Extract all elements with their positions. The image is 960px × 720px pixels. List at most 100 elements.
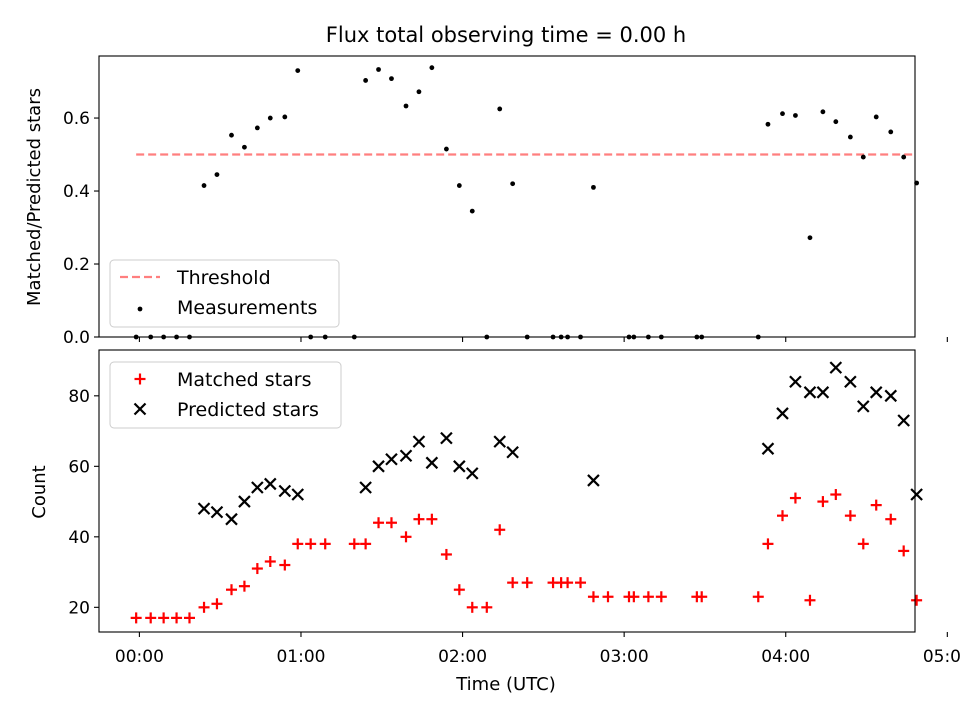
predicted-stars-point-15 bbox=[453, 460, 466, 473]
matched-stars-point-20 bbox=[413, 513, 425, 525]
matched-stars-point-27 bbox=[507, 577, 519, 589]
predicted-stars-point-28 bbox=[869, 386, 883, 399]
matched-stars-point-6 bbox=[211, 598, 223, 610]
measurements-point-8 bbox=[242, 144, 247, 150]
predicted-stars-point-13 bbox=[425, 456, 439, 470]
measurements-point-18 bbox=[389, 76, 394, 82]
matched-stars-point-49 bbox=[857, 538, 869, 550]
matched-stars-point-16 bbox=[360, 538, 372, 550]
y-tick-label-2: 60 bbox=[68, 457, 90, 477]
matched-stars-point-17 bbox=[373, 517, 385, 529]
y-tick-label-3: 0.6 bbox=[63, 109, 90, 129]
matched-stars-point-51 bbox=[885, 513, 897, 525]
matched-stars-point-37 bbox=[642, 591, 654, 603]
y-tick-label-0: 0.0 bbox=[63, 328, 90, 348]
measurements-point-48 bbox=[860, 154, 866, 160]
predicted-stars-point-14 bbox=[440, 431, 453, 445]
matched-stars-point-42 bbox=[762, 538, 774, 550]
y-tick-label-3: 80 bbox=[68, 387, 90, 407]
measurements-point-42 bbox=[780, 111, 785, 117]
predicted-stars-point-9 bbox=[372, 460, 385, 473]
bottom-panel: Count Time (UTC) 20 40 60 80 00:00 01:00 02:00… bbox=[29, 349, 960, 695]
predicted-stars-point-12 bbox=[412, 435, 426, 448]
measurements-point-10 bbox=[267, 115, 273, 121]
predicted-stars-point-11 bbox=[399, 449, 413, 463]
measurements-point-26 bbox=[497, 106, 503, 112]
matched-stars-point-10 bbox=[264, 556, 276, 567]
predicted-stars-point-30 bbox=[897, 414, 910, 427]
matched-stars-point-2 bbox=[158, 612, 170, 624]
bottom-panel-marks bbox=[130, 361, 923, 624]
x-tick-label-5: 05:00 bbox=[923, 647, 960, 667]
bottom-panel-legend: Matched stars Predicted stars bbox=[109, 361, 342, 429]
matched-stars-point-44 bbox=[789, 492, 801, 504]
bottom-panel-ylabel: Count bbox=[29, 465, 50, 518]
matched-stars-point-4 bbox=[183, 612, 195, 624]
measurements-point-9 bbox=[254, 125, 260, 131]
measurements-point-22 bbox=[444, 146, 449, 152]
x-tick-label-1: 01:00 bbox=[276, 647, 325, 667]
matched-stars-point-19 bbox=[400, 531, 412, 543]
legend-handle-measurements bbox=[137, 306, 143, 312]
bottom-panel-xlabel: Time (UTC) bbox=[455, 674, 556, 695]
predicted-stars-point-0 bbox=[197, 502, 211, 515]
measurements-point-20 bbox=[416, 89, 422, 95]
matched-stars-point-50 bbox=[870, 499, 882, 511]
measurements-point-24 bbox=[469, 208, 475, 214]
predicted-stars-point-7 bbox=[291, 488, 305, 501]
matched-stars-point-25 bbox=[481, 601, 493, 613]
measurements-point-43 bbox=[793, 113, 798, 118]
matched-stars-point-36 bbox=[628, 591, 640, 603]
measurements-point-7 bbox=[229, 132, 234, 138]
top-panel-axes: 0.0 0.2 0.4 0.6 bbox=[63, 55, 948, 348]
predicted-stars-point-16 bbox=[465, 467, 479, 480]
predicted-stars-point-17 bbox=[493, 435, 507, 448]
y-tick-label-0: 20 bbox=[68, 598, 90, 618]
measurements-point-16 bbox=[363, 78, 369, 83]
matched-stars-point-11 bbox=[279, 559, 291, 571]
measurements-point-41 bbox=[765, 121, 771, 127]
matched-stars-point-23 bbox=[453, 584, 465, 596]
matched-stars-point-18 bbox=[385, 517, 397, 529]
y-tick-label-1: 40 bbox=[68, 528, 90, 548]
predicted-stars-point-22 bbox=[789, 375, 802, 389]
matched-stars-point-28 bbox=[521, 577, 533, 589]
predicted-stars-point-6 bbox=[278, 484, 292, 498]
matched-stars-point-46 bbox=[817, 496, 829, 508]
measurements-point-17 bbox=[376, 67, 381, 72]
measurements-point-21 bbox=[429, 65, 435, 71]
measurements-point-12 bbox=[295, 68, 301, 73]
measurements-point-45 bbox=[820, 109, 826, 115]
predicted-stars-point-2 bbox=[225, 512, 238, 526]
predicted-stars-point-23 bbox=[803, 386, 817, 399]
predicted-stars-point-26 bbox=[844, 375, 857, 389]
measurements-point-23 bbox=[456, 183, 462, 188]
predicted-stars-point-31 bbox=[910, 488, 923, 501]
legend-handle-matched-stars bbox=[134, 373, 146, 385]
legend-box bbox=[109, 361, 342, 429]
x-tick-label-3: 03:00 bbox=[600, 647, 649, 667]
bottom-panel-axes: 20 40 60 80 00:00 01:00 02:00 03:00 04:00 05:00 bbox=[68, 349, 960, 667]
measurements-point-47 bbox=[847, 134, 853, 140]
legend-handle-predicted-stars bbox=[133, 402, 147, 416]
measurements-point-50 bbox=[888, 129, 894, 135]
measurements-point-51 bbox=[901, 154, 907, 160]
predicted-stars-point-5 bbox=[264, 477, 277, 491]
predicted-stars-point-24 bbox=[816, 386, 830, 399]
matched-stars-point-24 bbox=[466, 601, 478, 613]
predicted-stars-point-18 bbox=[506, 445, 519, 459]
legend-label-threshold: Threshold bbox=[176, 267, 271, 289]
measurements-point-46 bbox=[833, 119, 839, 125]
predicted-stars-point-8 bbox=[359, 481, 372, 494]
matched-stars-point-7 bbox=[225, 584, 237, 596]
top-panel-ylabel: Matched/Predicted stars bbox=[24, 88, 45, 306]
predicted-stars-point-10 bbox=[385, 452, 398, 466]
matched-stars-point-12 bbox=[292, 538, 304, 550]
measurements-point-5 bbox=[201, 183, 207, 188]
matched-stars-point-48 bbox=[844, 510, 856, 522]
measurements-point-19 bbox=[403, 103, 409, 109]
x-tick-label-0: 00:00 bbox=[115, 647, 164, 667]
matched-stars-point-33 bbox=[587, 591, 599, 603]
matched-stars-point-1 bbox=[145, 612, 157, 624]
